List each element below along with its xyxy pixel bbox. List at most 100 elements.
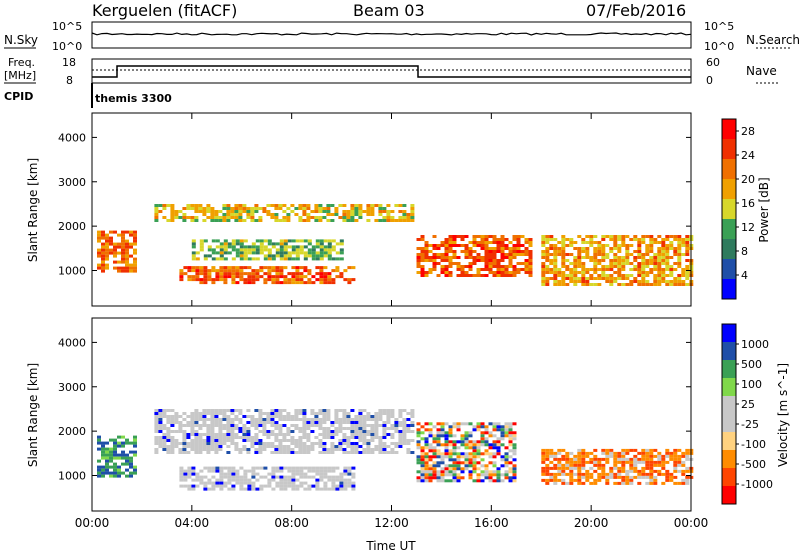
power-cell	[480, 235, 485, 238]
power-cell	[448, 250, 453, 253]
power-cell	[323, 251, 328, 255]
power-cell	[283, 281, 288, 285]
velocity-cell	[334, 430, 339, 433]
power-cell	[416, 259, 421, 262]
velocity-cell	[218, 442, 223, 445]
power-cell	[553, 271, 558, 274]
power-cell	[508, 265, 513, 268]
velocity-cell	[97, 447, 101, 451]
velocity-cell	[464, 443, 469, 447]
power-cell	[504, 265, 509, 268]
power-cell	[186, 204, 191, 207]
velocity-cell	[330, 436, 335, 439]
power-cell	[605, 280, 610, 283]
velocity-cell	[484, 476, 489, 480]
power-cell	[354, 204, 359, 207]
power-cell	[593, 253, 598, 256]
velocity-cell	[286, 418, 291, 421]
power-cell	[207, 275, 212, 279]
velocity-cell	[448, 455, 453, 459]
velocity-cell	[246, 415, 251, 418]
power-cell	[105, 254, 109, 258]
power-cell	[601, 271, 606, 274]
power-cell	[339, 275, 344, 279]
power-cell	[275, 269, 280, 273]
velocity-cell	[234, 436, 239, 439]
power-cell	[133, 263, 137, 267]
power-cell	[311, 245, 316, 249]
velocity-cell	[484, 425, 489, 429]
power-cell	[637, 247, 642, 250]
velocity-cell	[266, 421, 271, 424]
power-cell	[286, 207, 291, 210]
velocity-cell	[210, 448, 215, 451]
velocity-cell	[358, 430, 363, 433]
power-cell	[561, 271, 566, 274]
velocity-cell	[222, 415, 227, 418]
power-cell	[215, 278, 220, 282]
velocity-cell	[230, 418, 235, 421]
power-cell	[545, 250, 550, 253]
power-cell	[323, 272, 328, 276]
power-cell	[569, 244, 574, 247]
power-cell	[561, 283, 566, 286]
velocity-cell	[266, 436, 271, 439]
power-cell	[117, 266, 121, 270]
power-cell	[215, 275, 220, 279]
velocity-cell	[194, 421, 199, 424]
power-cell	[121, 257, 125, 261]
power-cell	[263, 266, 268, 270]
velocity-cell	[394, 430, 399, 433]
power-cell	[238, 207, 243, 210]
power-cell	[456, 235, 461, 238]
velocity-cell	[231, 475, 236, 479]
velocity-cell	[569, 481, 574, 485]
power-cell	[267, 266, 272, 270]
velocity-cell	[508, 470, 513, 474]
velocity-cell	[311, 484, 316, 488]
power-cell	[617, 283, 622, 286]
velocity-x-tick-label: 08:00	[274, 516, 309, 530]
power-cell	[271, 266, 276, 270]
power-cell	[629, 244, 634, 247]
velocity-cell	[239, 487, 244, 491]
velocity-cell	[613, 451, 618, 455]
power-cell	[283, 266, 288, 270]
velocity-cell	[182, 445, 187, 448]
velocity-cell	[226, 421, 231, 424]
velocity-cell	[287, 475, 292, 479]
velocity-cell	[416, 458, 421, 462]
velocity-cell	[227, 481, 232, 485]
velocity-cell	[565, 463, 570, 467]
power-cell	[198, 207, 203, 210]
power-cell	[307, 269, 312, 273]
velocity-cell	[306, 424, 311, 427]
velocity-cell	[133, 468, 137, 472]
power-cell	[287, 272, 292, 276]
velocity-cell	[202, 424, 207, 427]
velocity-cell	[476, 449, 481, 453]
velocity-cell	[101, 465, 105, 469]
power-cell	[315, 254, 320, 258]
velocity-cell	[565, 451, 570, 455]
velocity-colorbar-tick-label: 25	[741, 398, 755, 411]
power-cell	[247, 278, 252, 282]
velocity-cell	[440, 467, 445, 471]
power-cell	[657, 277, 662, 280]
power-cell	[203, 281, 208, 285]
velocity-cell	[504, 425, 509, 429]
power-cell	[109, 242, 113, 246]
velocity-cell	[545, 478, 550, 482]
power-cell	[125, 230, 129, 234]
power-cell	[585, 280, 590, 283]
velocity-colorbar-swatch	[722, 486, 736, 505]
power-cell	[609, 268, 614, 271]
velocity-cell	[326, 451, 331, 454]
power-cell	[605, 253, 610, 256]
power-cell	[677, 277, 682, 280]
power-cell	[154, 219, 159, 222]
velocity-cell	[394, 421, 399, 424]
velocity-cell	[649, 472, 654, 476]
velocity-cell	[460, 455, 465, 459]
power-cell	[113, 254, 117, 258]
